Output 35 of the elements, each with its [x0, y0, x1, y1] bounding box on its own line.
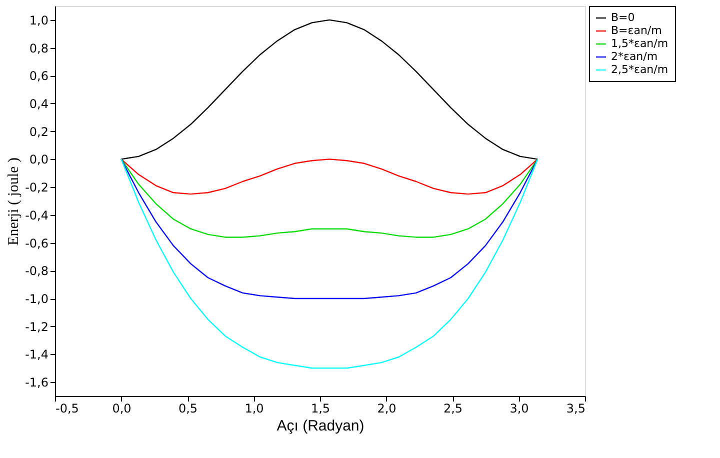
y-tick-label: -0,4: [25, 208, 48, 222]
y-tick-label: -1,4: [25, 348, 48, 362]
x-tick-label: 1,5: [310, 402, 330, 416]
y-tick-label: -0,6: [25, 236, 48, 250]
y-tick-label: 1,0: [29, 13, 48, 28]
legend-label: B=0: [611, 11, 635, 24]
x-tick-label: -0,5: [56, 402, 79, 416]
legend-label: 2*εan/m: [611, 50, 658, 63]
y-tick-label: -0,8: [25, 264, 48, 278]
y-tick-label: -1,0: [25, 292, 48, 306]
y-tick-label: -0,2: [25, 180, 48, 195]
legend-label: 2,5*εan/m: [611, 63, 668, 76]
legend-label: 1,5*εan/m: [611, 37, 668, 50]
line-series: [120, 19, 538, 160]
x-axis-title: Açı (Radyan): [276, 418, 364, 434]
y-tick-label: 0,2: [29, 124, 48, 139]
y-tick-label: 0,0: [29, 152, 48, 167]
x-tick-label: 0,5: [178, 402, 198, 416]
x-tick-label: 2,5: [443, 402, 463, 416]
line-series: [120, 158, 538, 195]
x-tick-label: 3,0: [510, 402, 529, 416]
y-tick-label: 0,4: [29, 97, 48, 111]
y-tick-label: 0,6: [29, 69, 48, 84]
y-tick-label: 0,8: [29, 41, 48, 56]
legend-label: B=εan/m: [611, 24, 662, 37]
y-tick-label: -1,2: [25, 320, 48, 334]
x-tick-label: 0,0: [112, 402, 132, 416]
line-series: [120, 158, 538, 238]
x-tick-label: 1,0: [244, 402, 264, 416]
line-series: [120, 158, 538, 300]
x-tick-label: 3,5: [566, 402, 586, 416]
x-tick-label: 2,0: [377, 402, 396, 416]
y-axis-title: Enerji ( joule ): [6, 158, 22, 246]
line-series: [120, 158, 538, 369]
y-tick-label: -1,6: [25, 376, 48, 390]
